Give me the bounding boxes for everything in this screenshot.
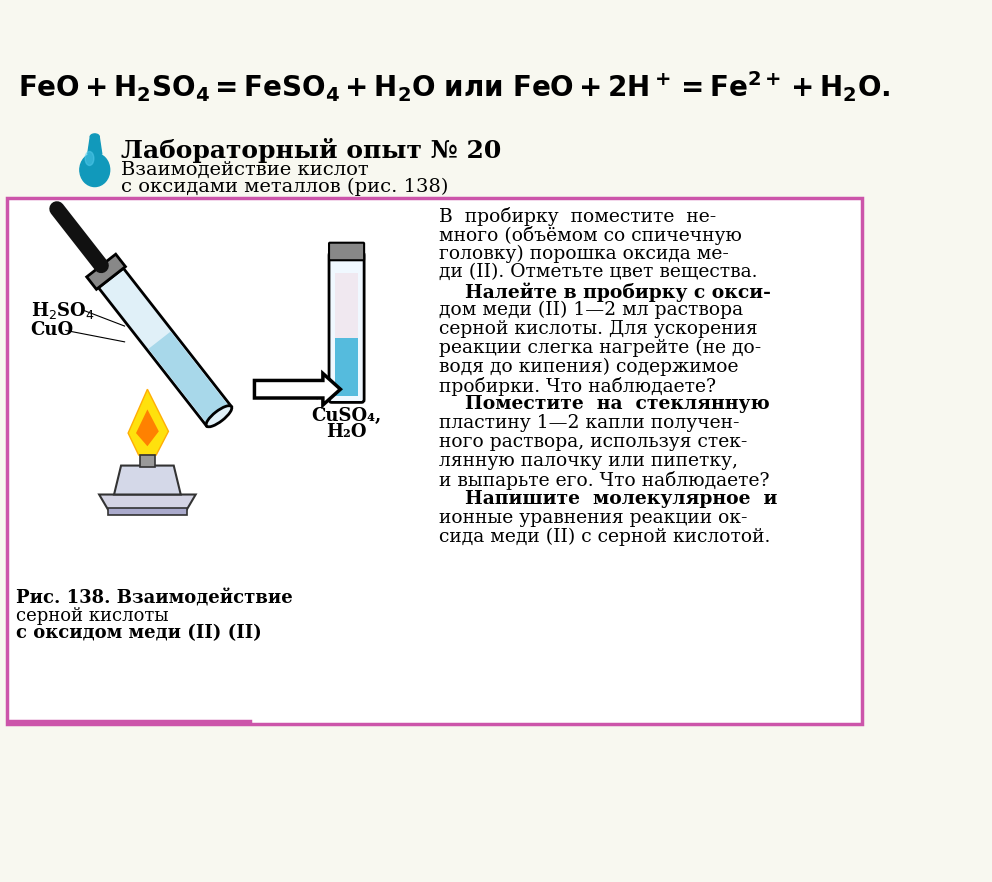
FancyBboxPatch shape (7, 198, 862, 724)
Ellipse shape (85, 152, 94, 166)
Polygon shape (98, 268, 231, 426)
Polygon shape (114, 466, 181, 495)
Bar (140, 455, 156, 467)
FancyBboxPatch shape (329, 243, 364, 260)
Text: ионные уравнения реакции ок-: ионные уравнения реакции ок- (438, 509, 747, 527)
Polygon shape (87, 137, 102, 154)
Text: реакции слегка нагрейте (не до-: реакции слегка нагрейте (не до- (438, 339, 761, 357)
Text: водя до кипения) содержимое: водя до кипения) содержимое (438, 357, 738, 376)
Text: сида меди (II) с серной кислотой.: сида меди (II) с серной кислотой. (438, 527, 770, 546)
Text: $\mathbf{FeO + H_2SO_4 = FeSO_4 + H_2O}$$\mathbf{\ или\ FeO + 2H^+ = Fe^{2+} + H: $\mathbf{FeO + H_2SO_4 = FeSO_4 + H_2O}$… (18, 69, 890, 104)
Text: CuO: CuO (31, 321, 73, 340)
Text: Лабораторный опыт № 20: Лабораторный опыт № 20 (121, 138, 501, 163)
Polygon shape (136, 409, 159, 446)
Text: с оксидом меди (II) (II): с оксидом меди (II) (II) (16, 624, 262, 642)
Text: CuSO₄,: CuSO₄, (311, 407, 382, 425)
Text: Налейте в пробирку с окси-: Налейте в пробирку с окси- (438, 282, 771, 302)
FancyArrow shape (254, 373, 340, 405)
Text: головку) порошка оксида ме-: головку) порошка оксида ме- (438, 244, 728, 263)
Bar (335, 339, 358, 396)
Text: серной кислоты: серной кислоты (16, 607, 169, 624)
Bar (108, 508, 186, 515)
Ellipse shape (90, 134, 99, 139)
Text: лянную палочку или пипетку,: лянную палочку или пипетку, (438, 452, 738, 470)
Polygon shape (86, 254, 125, 289)
Text: дом меди (II) 1—2 мл раствора: дом меди (II) 1—2 мл раствора (438, 301, 743, 319)
Text: Рис. 138. Взаимодействие: Рис. 138. Взаимодействие (16, 589, 293, 608)
Text: серной кислоты. Для ускорения: серной кислоты. Для ускорения (438, 320, 757, 338)
Polygon shape (149, 332, 229, 423)
Polygon shape (99, 495, 195, 510)
Text: с оксидами металлов (рис. 138): с оксидами металлов (рис. 138) (121, 177, 448, 196)
Text: Поместите  на  стеклянную: Поместите на стеклянную (438, 395, 770, 414)
Text: ди (II). Отметьте цвет вещества.: ди (II). Отметьте цвет вещества. (438, 264, 757, 281)
Text: ного раствора, используя стек-: ного раствора, используя стек- (438, 433, 747, 451)
Text: пробирки. Что наблюдаете?: пробирки. Что наблюдаете? (438, 377, 715, 395)
Text: пластину 1—2 капли получен-: пластину 1—2 капли получен- (438, 415, 739, 432)
Text: В  пробирку  поместите  не-: В пробирку поместите не- (438, 206, 716, 226)
Text: H$_2$SO$_4$: H$_2$SO$_4$ (31, 300, 94, 321)
Text: много (объёмом со спичечную: много (объёмом со спичечную (438, 226, 742, 244)
Ellipse shape (206, 406, 232, 427)
Bar (335, 273, 358, 339)
Text: и выпарьте его. Что наблюдаете?: и выпарьте его. Что наблюдаете? (438, 471, 769, 490)
Text: Взаимодействие кислот: Взаимодействие кислот (121, 161, 369, 179)
FancyBboxPatch shape (329, 252, 364, 402)
Text: Напишите  молекулярное  и: Напишите молекулярное и (438, 490, 777, 508)
Polygon shape (128, 389, 169, 455)
Ellipse shape (79, 153, 110, 187)
Text: H₂O: H₂O (326, 422, 367, 441)
